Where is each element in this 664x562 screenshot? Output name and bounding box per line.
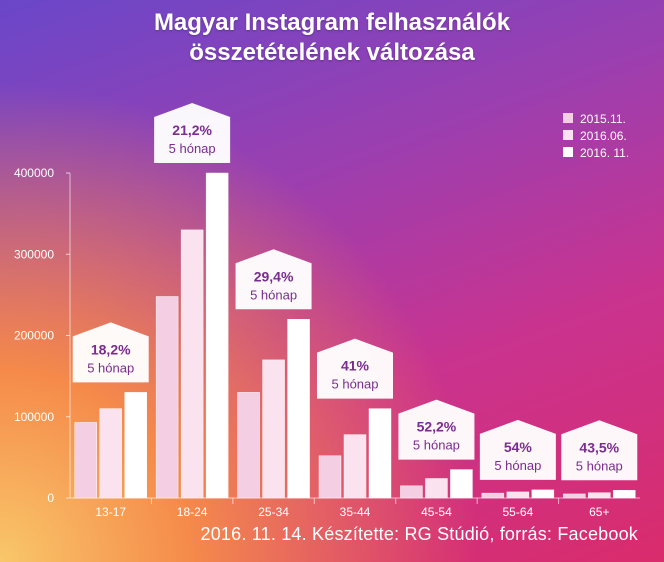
- bar: [506, 491, 530, 499]
- bar: [124, 392, 147, 499]
- bar: [613, 490, 636, 499]
- annotation-period: 5 hónap: [169, 141, 216, 156]
- annotation-percent: 43,5%: [579, 439, 619, 455]
- legend-swatch: [563, 130, 573, 140]
- bar: [180, 229, 204, 499]
- bar: [205, 172, 229, 499]
- bar: [450, 469, 473, 499]
- bar: [563, 493, 586, 499]
- annotation-period: 5 hónap: [576, 458, 623, 473]
- x-category-label: 35-44: [340, 505, 371, 519]
- annotation-percent: 29,4%: [254, 268, 294, 284]
- annotation-box: [235, 249, 312, 310]
- annotation-box: [154, 103, 231, 163]
- legend-swatch: [563, 147, 573, 157]
- bar: [237, 392, 260, 499]
- annotation-box: [317, 338, 393, 399]
- legend-label: 2016.06.: [580, 129, 627, 143]
- annotation-period: 5 hónap: [494, 458, 541, 473]
- x-category-label: 13-17: [95, 505, 126, 519]
- legend-label: 2015.11.: [580, 112, 626, 126]
- bar: [368, 408, 392, 499]
- annotation-period: 5 hónap: [250, 287, 297, 302]
- bar: [287, 319, 310, 499]
- chart-footer: 2016. 11. 14. Készítette: RG Stúdió, for…: [200, 524, 638, 544]
- x-category-label: 55-64: [503, 505, 534, 519]
- bar: [400, 485, 423, 499]
- legend-label: 2016. 11.: [580, 146, 629, 160]
- x-category-label: 18-24: [177, 505, 208, 519]
- annotation-box: [398, 399, 475, 460]
- annotation-period: 5 hónap: [413, 438, 460, 453]
- annotation-period: 5 hónap: [87, 360, 134, 375]
- annotation-percent: 54%: [504, 439, 533, 455]
- legend-swatch: [563, 113, 573, 123]
- bar: [425, 478, 448, 499]
- bar: [318, 455, 342, 499]
- bar: [74, 422, 97, 499]
- annotation-percent: 18,2%: [91, 341, 131, 357]
- bar: [262, 359, 285, 499]
- annotation-box: [72, 322, 149, 383]
- y-tick-label: 100000: [14, 410, 54, 424]
- y-tick-label: 300000: [14, 247, 54, 261]
- x-category-label: 65+: [589, 505, 609, 519]
- bar: [155, 296, 179, 499]
- chart-title-line-2: összetételének változása: [189, 39, 475, 66]
- bar: [531, 489, 555, 499]
- annotation-percent: 52,2%: [417, 419, 457, 435]
- chart-title-line-1: Magyar Instagram felhasználók: [153, 9, 511, 36]
- bar: [99, 408, 122, 499]
- annotation-percent: 41%: [341, 358, 370, 374]
- bar: [343, 434, 367, 499]
- y-tick-label: 200000: [14, 329, 54, 343]
- annotation-percent: 21,2%: [172, 122, 212, 138]
- x-category-label: 25-34: [258, 505, 289, 519]
- y-tick-label: 0: [47, 491, 54, 505]
- y-tick-label: 400000: [14, 166, 54, 180]
- x-category-label: 45-54: [421, 505, 452, 519]
- bar: [588, 492, 611, 499]
- annotation-box: [479, 419, 556, 480]
- chart-title: Magyar Instagram felhasználók összetétel…: [0, 8, 664, 68]
- bar: [481, 492, 505, 499]
- annotation-period: 5 hónap: [332, 377, 379, 392]
- annotation-box: [561, 420, 638, 481]
